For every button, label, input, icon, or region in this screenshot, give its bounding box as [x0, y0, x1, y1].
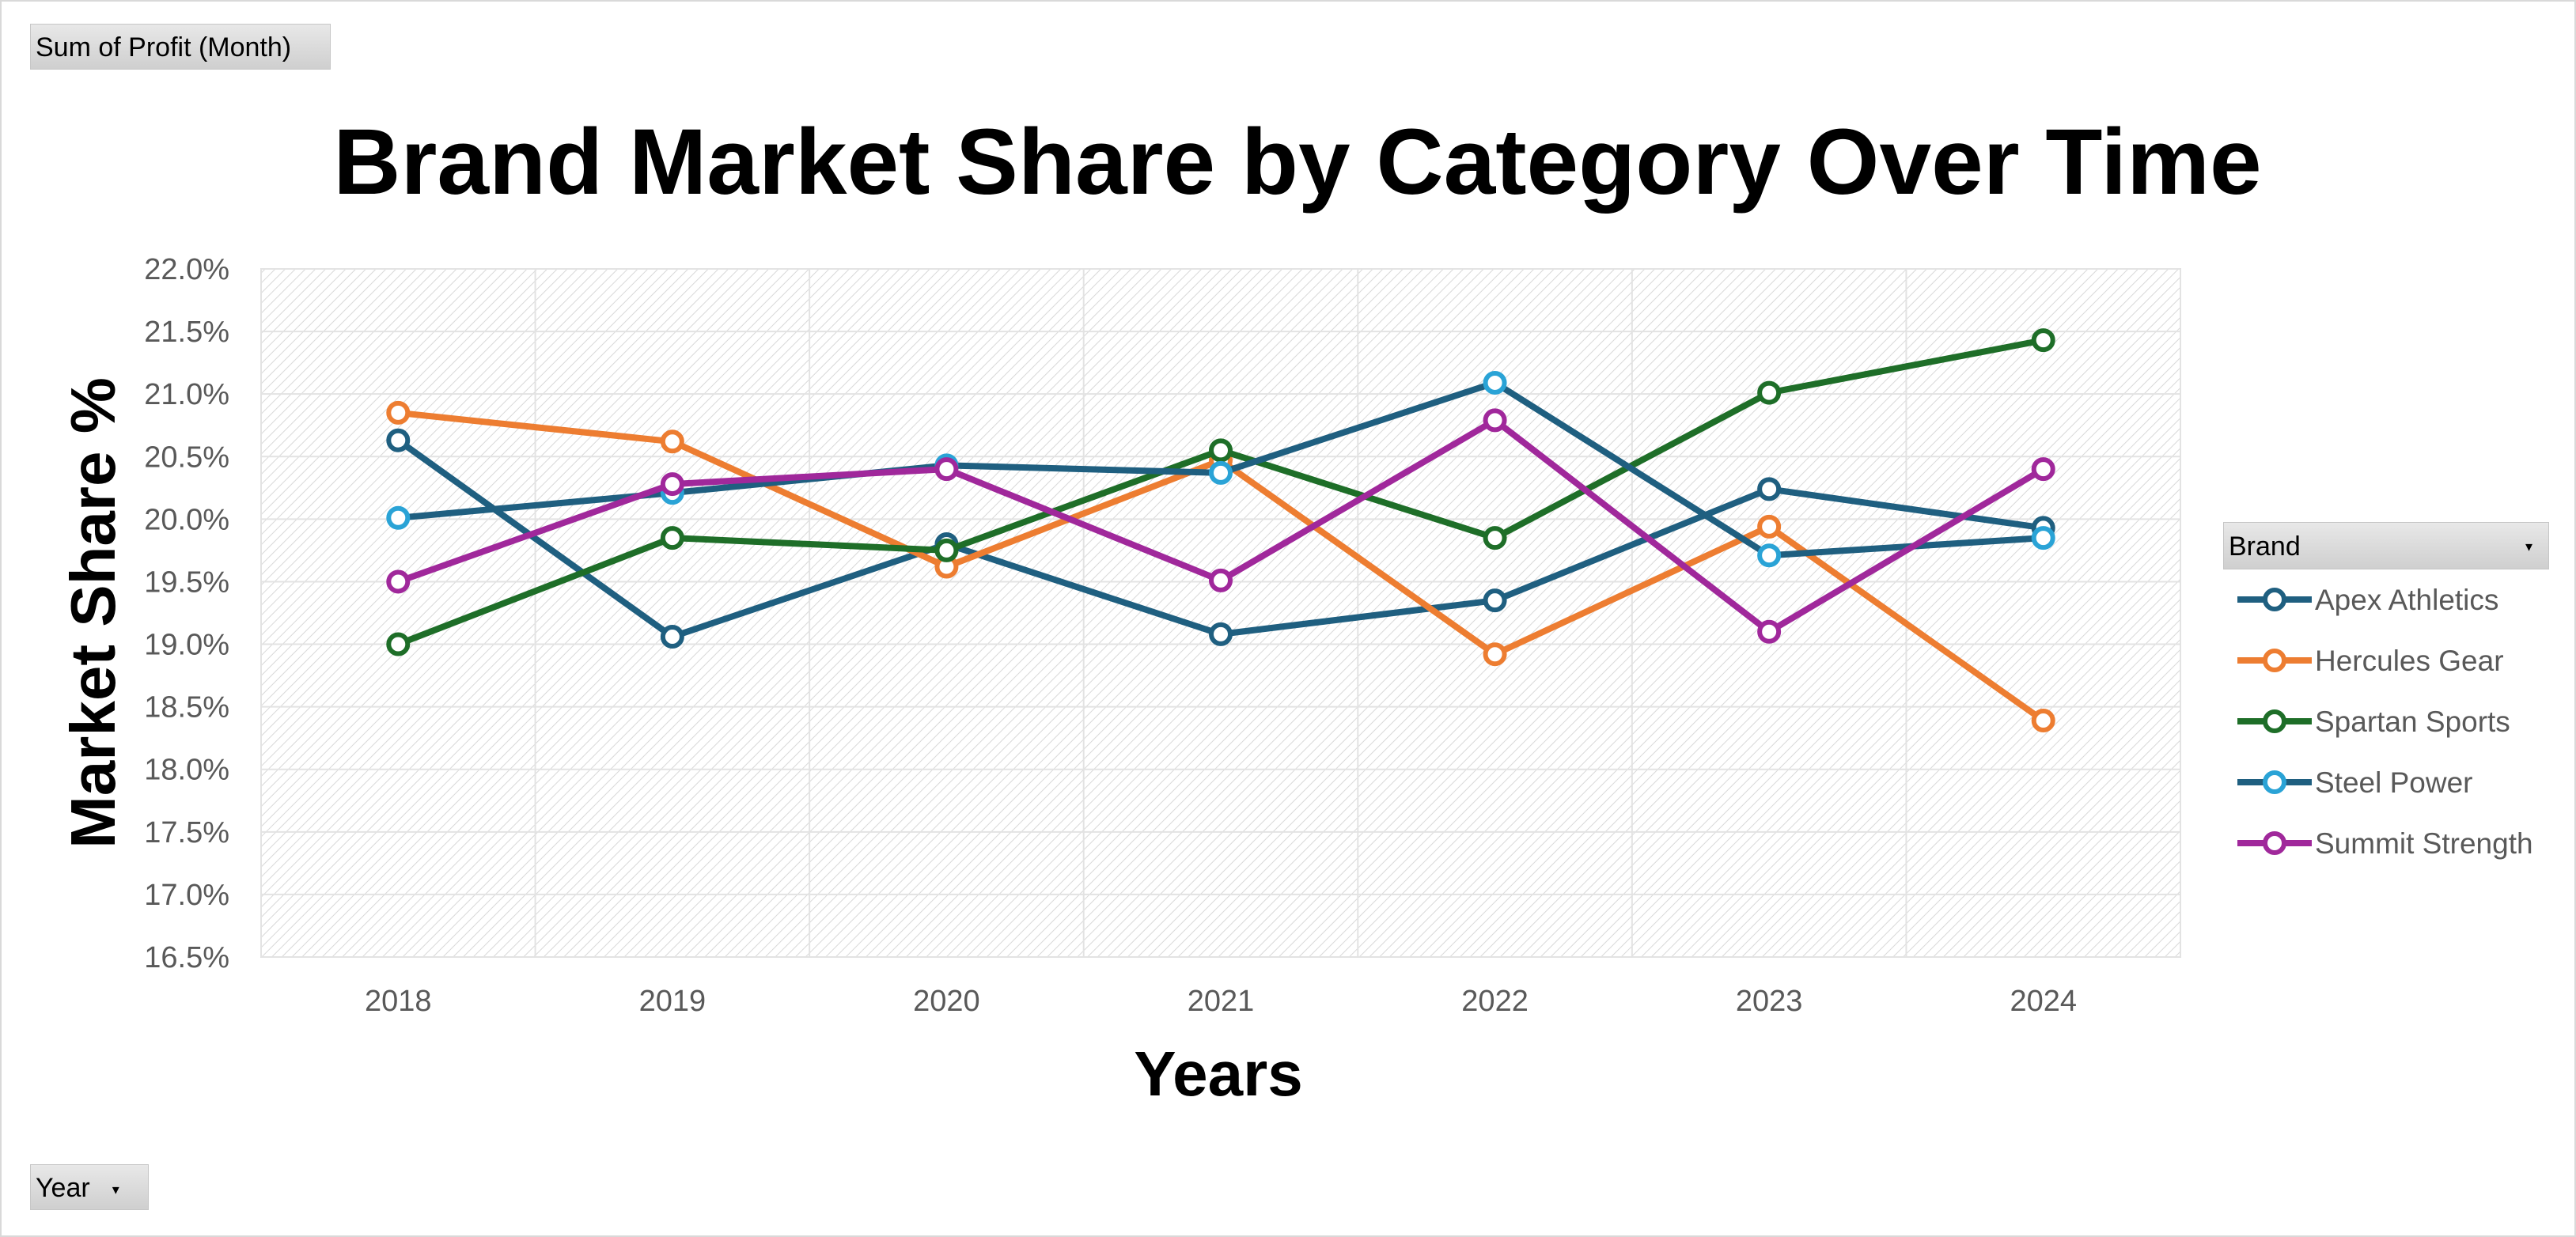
legend: Apex Athletics Hercules Gear Spartan Sport… [2237, 584, 2533, 860]
data-point [1209, 460, 1233, 485]
y-tick-label: 18.5% [144, 691, 229, 724]
x-tick-label: 2019 [639, 985, 707, 1018]
legend-swatch-marker [2263, 588, 2286, 611]
x-tick-label: 2020 [913, 985, 980, 1018]
chevron-down-icon: ▾ [112, 1182, 119, 1198]
pivot-brand-field-label: Brand [2229, 531, 2301, 562]
data-point [1483, 408, 1507, 433]
x-tick-label: 2023 [1736, 985, 1803, 1018]
pivot-year-field-label: Year [36, 1173, 90, 1203]
y-tick-label: 21.0% [144, 378, 229, 411]
y-tick-label: 22.0% [144, 253, 229, 286]
y-tick-label: 17.0% [144, 879, 229, 912]
y-tick-label: 19.5% [144, 566, 229, 599]
legend-label: Apex Athletics [2315, 584, 2498, 616]
data-point [934, 457, 959, 482]
data-point [386, 505, 411, 530]
data-point [386, 428, 411, 452]
series-spartan-sports [386, 328, 2055, 656]
data-point [1483, 370, 1507, 395]
data-point [1757, 477, 1782, 501]
data-point [1757, 619, 1782, 644]
data-point [1757, 380, 1782, 405]
data-point [660, 625, 684, 649]
data-point [386, 569, 411, 594]
legend-swatch-marker [2263, 831, 2286, 855]
pivot-brand-field-button[interactable]: Brand ▾ [2223, 522, 2549, 569]
pivot-year-field-button[interactable]: Year ▾ [30, 1164, 149, 1210]
legend-label: Steel Power [2315, 766, 2473, 799]
data-point [386, 400, 411, 425]
data-point [660, 472, 684, 497]
plot-area [260, 268, 2181, 958]
y-tick-label: 19.0% [144, 629, 229, 662]
pivot-value-field-label: Sum of Profit (Month) [36, 32, 292, 62]
chart-title: Brand Market Share by Category Over Time [333, 110, 2261, 214]
chevron-down-icon: ▾ [2525, 539, 2532, 554]
data-point [2031, 709, 2055, 733]
legend-item[interactable]: Hercules Gear [2237, 645, 2504, 677]
data-point [1483, 588, 1507, 613]
data-point [660, 429, 684, 454]
x-axis: 2018 2019 2020 2021 2022 2023 2024 [365, 985, 2077, 1018]
legend-item[interactable]: Spartan Sports [2237, 706, 2510, 738]
y-tick-label: 20.0% [144, 503, 229, 536]
legend-item[interactable]: Steel Power [2237, 766, 2473, 799]
y-tick-label: 20.5% [144, 441, 229, 474]
y-tick-label: 18.0% [144, 754, 229, 787]
data-point [1483, 642, 1507, 667]
data-point [1483, 526, 1507, 550]
data-point [2031, 328, 2055, 353]
y-tick-label: 17.5% [144, 816, 229, 849]
y-axis: 16.5% 17.0% 17.5% 18.0% 18.5% 19.0% 19.5% 20.0%… [144, 253, 229, 974]
data-point [1757, 543, 1782, 568]
legend-swatch-marker [2263, 649, 2286, 672]
y-tick-label: 16.5% [144, 941, 229, 974]
legend-label: Hercules Gear [2315, 645, 2504, 677]
data-point [1209, 568, 1233, 592]
data-point [660, 526, 684, 550]
data-point [2031, 457, 2055, 482]
y-tick-label: 21.5% [144, 316, 229, 349]
x-tick-label: 2024 [2010, 985, 2077, 1018]
x-tick-label: 2021 [1188, 985, 1255, 1018]
series-group [386, 328, 2055, 733]
data-point [934, 538, 959, 562]
legend-swatch-marker [2263, 770, 2286, 794]
data-point [1209, 438, 1233, 463]
legend-label: Summit Strength [2315, 827, 2533, 860]
data-point [1757, 514, 1782, 539]
legend-label: Spartan Sports [2315, 706, 2510, 738]
x-axis-title: Years [1134, 1038, 1303, 1109]
data-point [2031, 526, 2055, 550]
x-tick-label: 2022 [1461, 985, 1529, 1018]
pivot-value-field-button[interactable]: Sum of Profit (Month) [30, 24, 331, 70]
data-point [386, 632, 411, 656]
legend-item[interactable]: Summit Strength [2237, 827, 2533, 860]
x-tick-label: 2018 [365, 985, 432, 1018]
legend-item[interactable]: Apex Athletics [2237, 584, 2498, 616]
legend-swatch-marker [2263, 709, 2286, 733]
y-axis-title: Market Share % [58, 377, 128, 849]
data-point [1209, 622, 1233, 646]
series-summit-strength [386, 408, 2055, 644]
